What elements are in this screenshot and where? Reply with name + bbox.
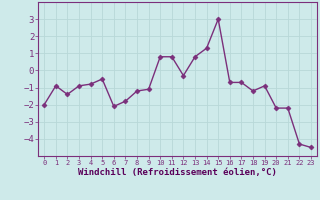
X-axis label: Windchill (Refroidissement éolien,°C): Windchill (Refroidissement éolien,°C) — [78, 168, 277, 177]
